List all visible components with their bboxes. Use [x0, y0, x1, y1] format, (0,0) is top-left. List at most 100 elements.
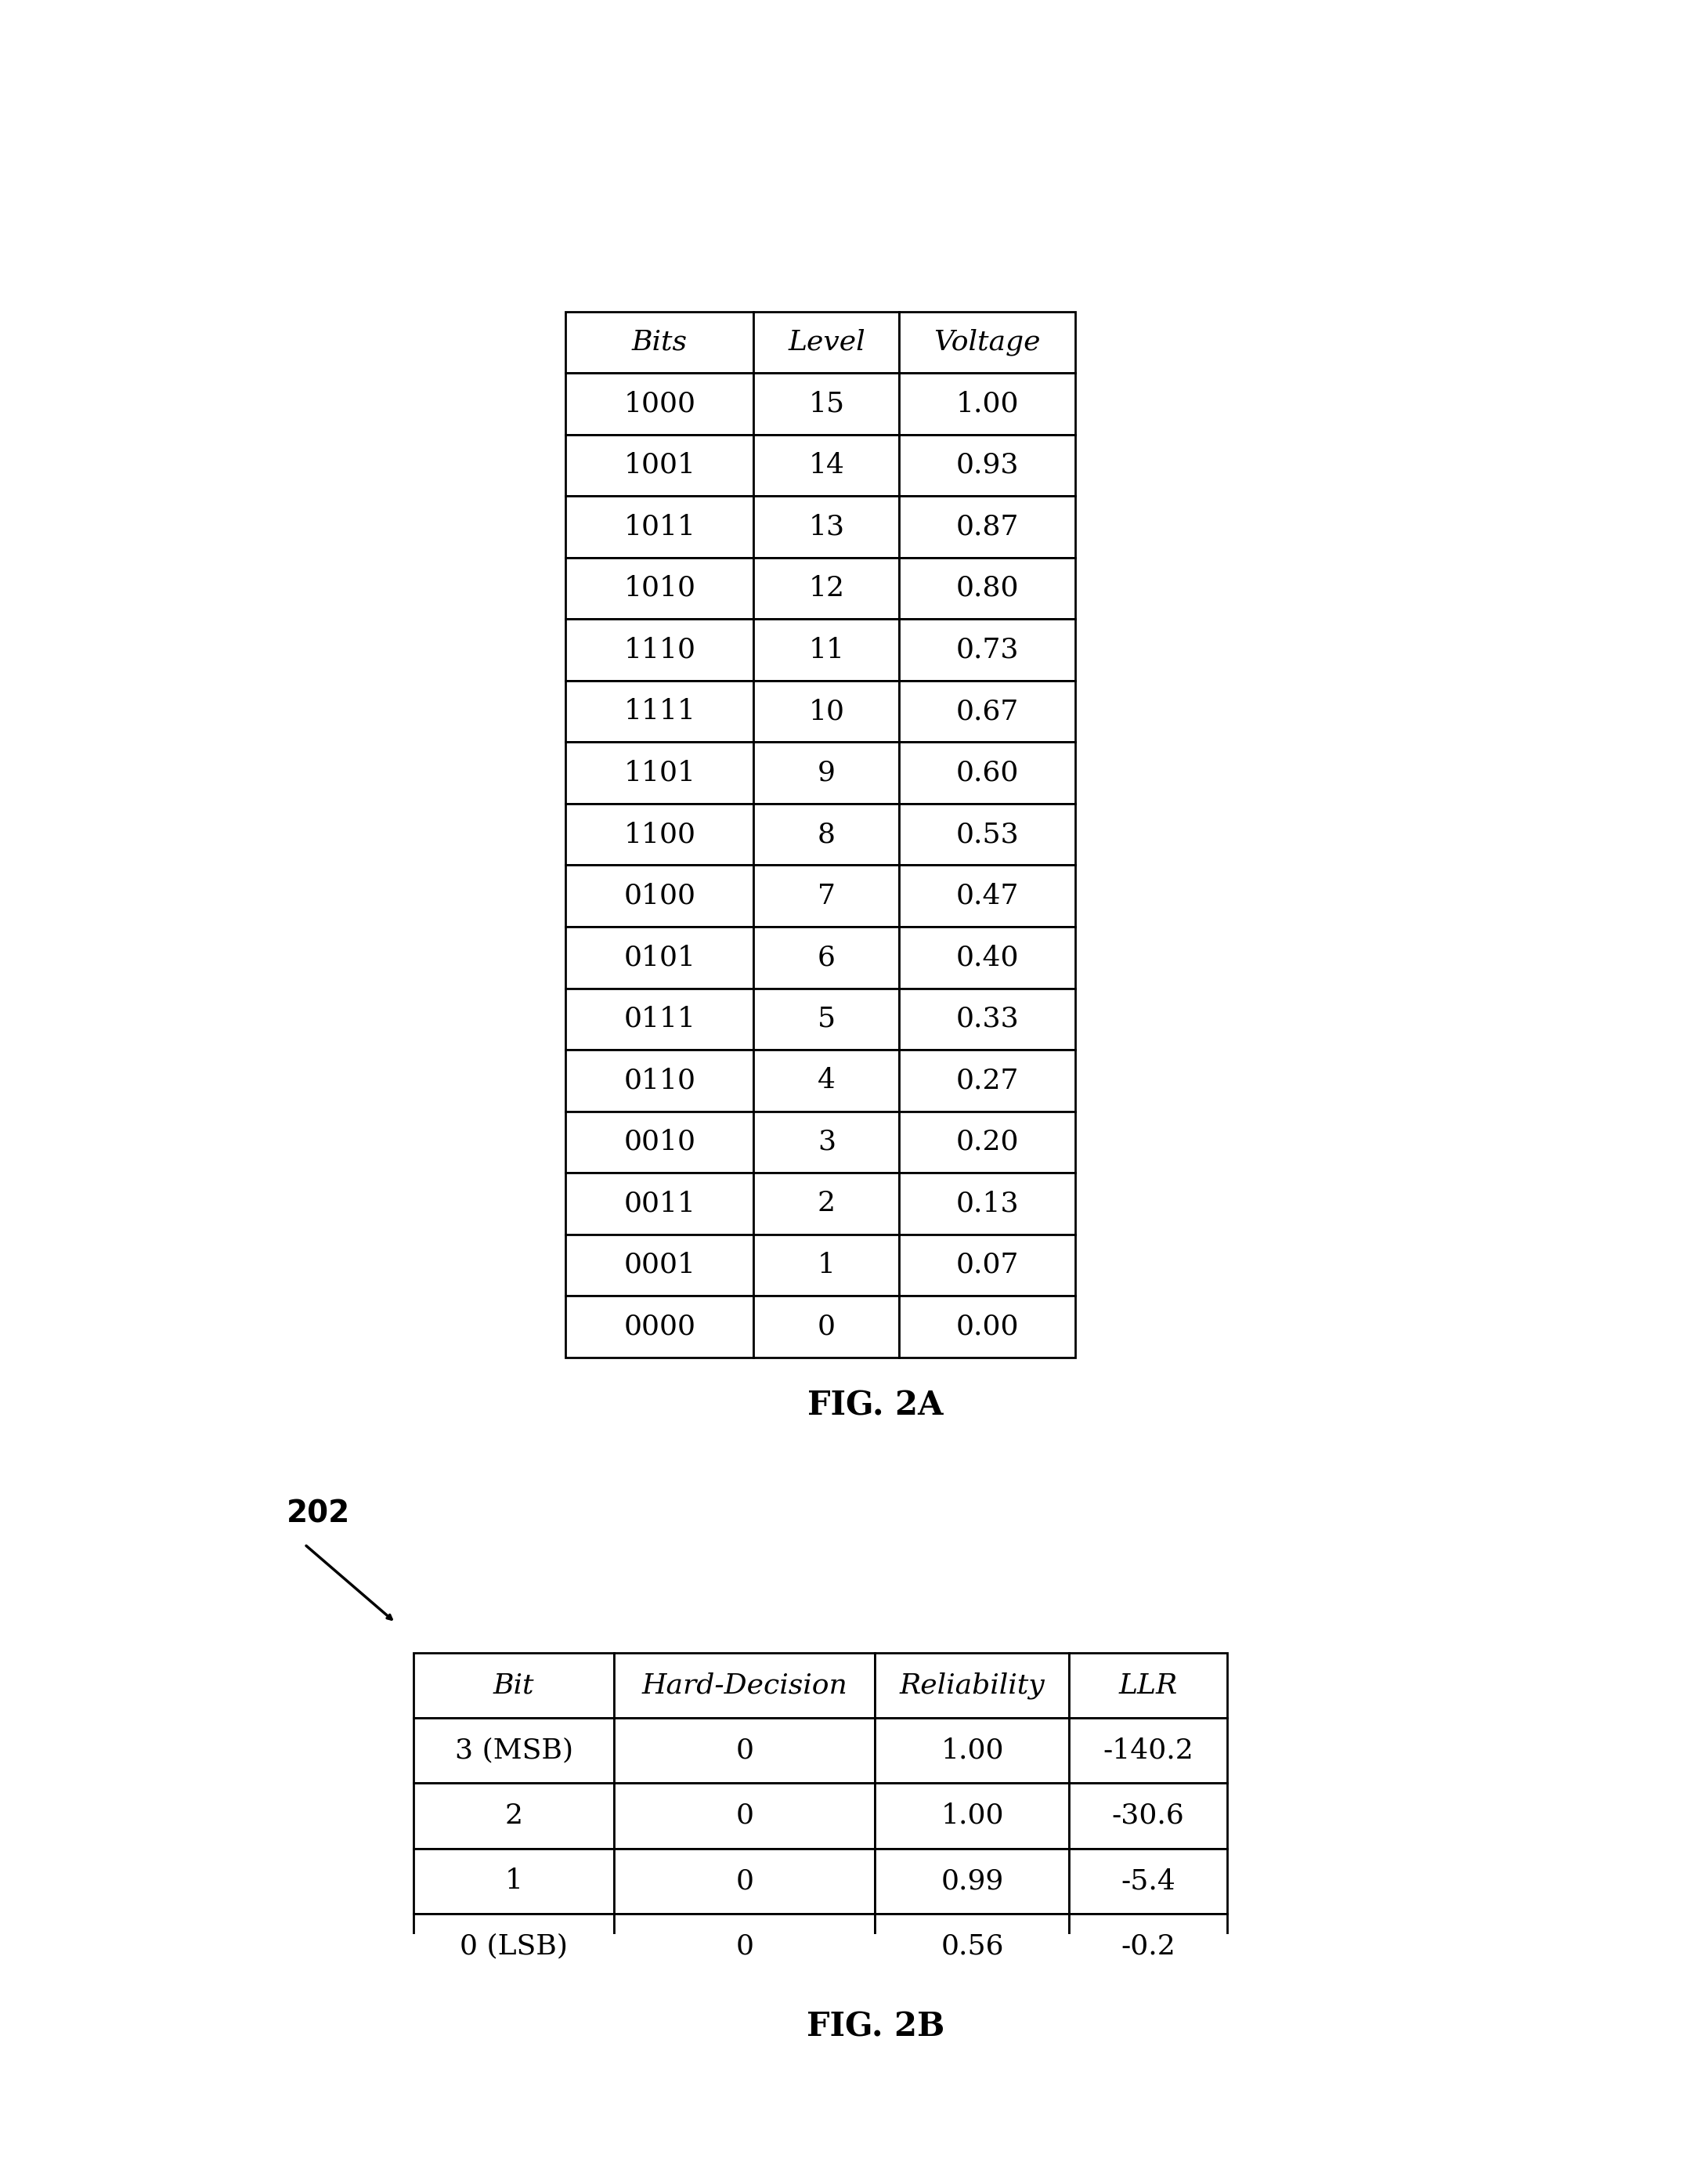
- Bar: [753, 558, 900, 619]
- Text: 14: 14: [808, 452, 844, 478]
- Bar: [874, 1654, 1069, 1719]
- Bar: [615, 1849, 874, 1914]
- Bar: [1069, 1654, 1226, 1719]
- Text: 1001: 1001: [623, 452, 695, 478]
- Text: 0001: 0001: [623, 1252, 695, 1278]
- Text: 12: 12: [808, 576, 844, 602]
- Bar: [1069, 1849, 1226, 1914]
- Bar: [900, 680, 1076, 743]
- Text: 1011: 1011: [623, 513, 695, 541]
- Bar: [753, 619, 900, 680]
- Bar: [565, 495, 753, 558]
- Text: 0.60: 0.60: [956, 761, 1018, 787]
- Text: 0: 0: [736, 1867, 753, 1895]
- Text: FIG. 2B: FIG. 2B: [806, 2010, 945, 2043]
- Bar: [1069, 1719, 1226, 1784]
- Bar: [753, 374, 900, 435]
- Bar: [565, 1110, 753, 1173]
- Bar: [753, 1050, 900, 1110]
- Text: 0.87: 0.87: [956, 513, 1018, 541]
- Bar: [900, 1110, 1076, 1173]
- Bar: [900, 1050, 1076, 1110]
- Bar: [565, 558, 753, 619]
- Text: 202: 202: [287, 1499, 350, 1530]
- Text: -5.4: -5.4: [1120, 1867, 1175, 1895]
- Text: 0.99: 0.99: [941, 1867, 1004, 1895]
- Bar: [900, 435, 1076, 495]
- Bar: [615, 1719, 874, 1784]
- Text: Hard-Decision: Hard-Decision: [642, 1673, 847, 1699]
- Text: 0.80: 0.80: [956, 576, 1020, 602]
- Text: 1110: 1110: [623, 637, 695, 663]
- Bar: [615, 1914, 874, 1980]
- Bar: [900, 619, 1076, 680]
- Bar: [565, 1295, 753, 1358]
- Text: 9: 9: [818, 761, 835, 787]
- Bar: [874, 1784, 1069, 1849]
- Bar: [753, 989, 900, 1050]
- Text: 11: 11: [808, 637, 844, 663]
- Text: 0.53: 0.53: [956, 821, 1020, 847]
- Bar: [565, 619, 753, 680]
- Text: 13: 13: [808, 513, 844, 541]
- Text: 8: 8: [818, 821, 835, 847]
- Text: 1.00: 1.00: [941, 1736, 1004, 1764]
- Text: 0000: 0000: [623, 1312, 695, 1341]
- Bar: [900, 989, 1076, 1050]
- Text: 0110: 0110: [623, 1067, 695, 1093]
- Text: Bits: Bits: [632, 328, 687, 356]
- Text: 0.40: 0.40: [956, 943, 1020, 971]
- Text: 3: 3: [818, 1128, 835, 1156]
- Bar: [565, 989, 753, 1050]
- Bar: [565, 1234, 753, 1295]
- Bar: [874, 1849, 1069, 1914]
- Bar: [413, 1849, 615, 1914]
- Text: 0.07: 0.07: [956, 1252, 1018, 1278]
- Bar: [565, 804, 753, 865]
- Text: 0111: 0111: [623, 1006, 695, 1032]
- Bar: [565, 1173, 753, 1234]
- Text: 1101: 1101: [623, 761, 695, 787]
- Text: 0.73: 0.73: [956, 637, 1020, 663]
- Bar: [900, 1173, 1076, 1234]
- Text: 1.00: 1.00: [941, 1801, 1004, 1830]
- Bar: [900, 311, 1076, 374]
- Bar: [565, 374, 753, 435]
- Bar: [413, 1784, 615, 1849]
- Text: Voltage: Voltage: [934, 328, 1040, 356]
- Text: 4: 4: [818, 1067, 835, 1093]
- Text: Level: Level: [787, 328, 866, 356]
- Bar: [874, 1719, 1069, 1784]
- Bar: [900, 558, 1076, 619]
- Bar: [900, 495, 1076, 558]
- Text: LLR: LLR: [1119, 1673, 1177, 1699]
- Text: 1000: 1000: [623, 391, 695, 417]
- Bar: [753, 865, 900, 926]
- Text: 0: 0: [736, 1801, 753, 1830]
- Text: 0: 0: [736, 1736, 753, 1764]
- Bar: [413, 1654, 615, 1719]
- Bar: [900, 374, 1076, 435]
- Text: Bit: Bit: [494, 1673, 535, 1699]
- Text: Reliability: Reliability: [900, 1671, 1045, 1699]
- Bar: [753, 1110, 900, 1173]
- Bar: [900, 1234, 1076, 1295]
- Text: 0011: 0011: [623, 1191, 695, 1217]
- Bar: [753, 1295, 900, 1358]
- Text: 2: 2: [506, 1801, 523, 1830]
- Bar: [753, 680, 900, 743]
- Text: 3 (MSB): 3 (MSB): [454, 1736, 574, 1764]
- Text: 0.47: 0.47: [956, 882, 1018, 908]
- Text: 0.93: 0.93: [956, 452, 1020, 478]
- Bar: [753, 743, 900, 804]
- Bar: [900, 1295, 1076, 1358]
- Text: 7: 7: [818, 882, 835, 908]
- Bar: [565, 865, 753, 926]
- Text: 0 (LSB): 0 (LSB): [459, 1932, 569, 1960]
- Text: 1111: 1111: [623, 698, 695, 724]
- Bar: [900, 926, 1076, 989]
- Bar: [565, 680, 753, 743]
- Text: 0.67: 0.67: [956, 698, 1018, 724]
- Bar: [753, 495, 900, 558]
- Text: 0.00: 0.00: [956, 1312, 1020, 1341]
